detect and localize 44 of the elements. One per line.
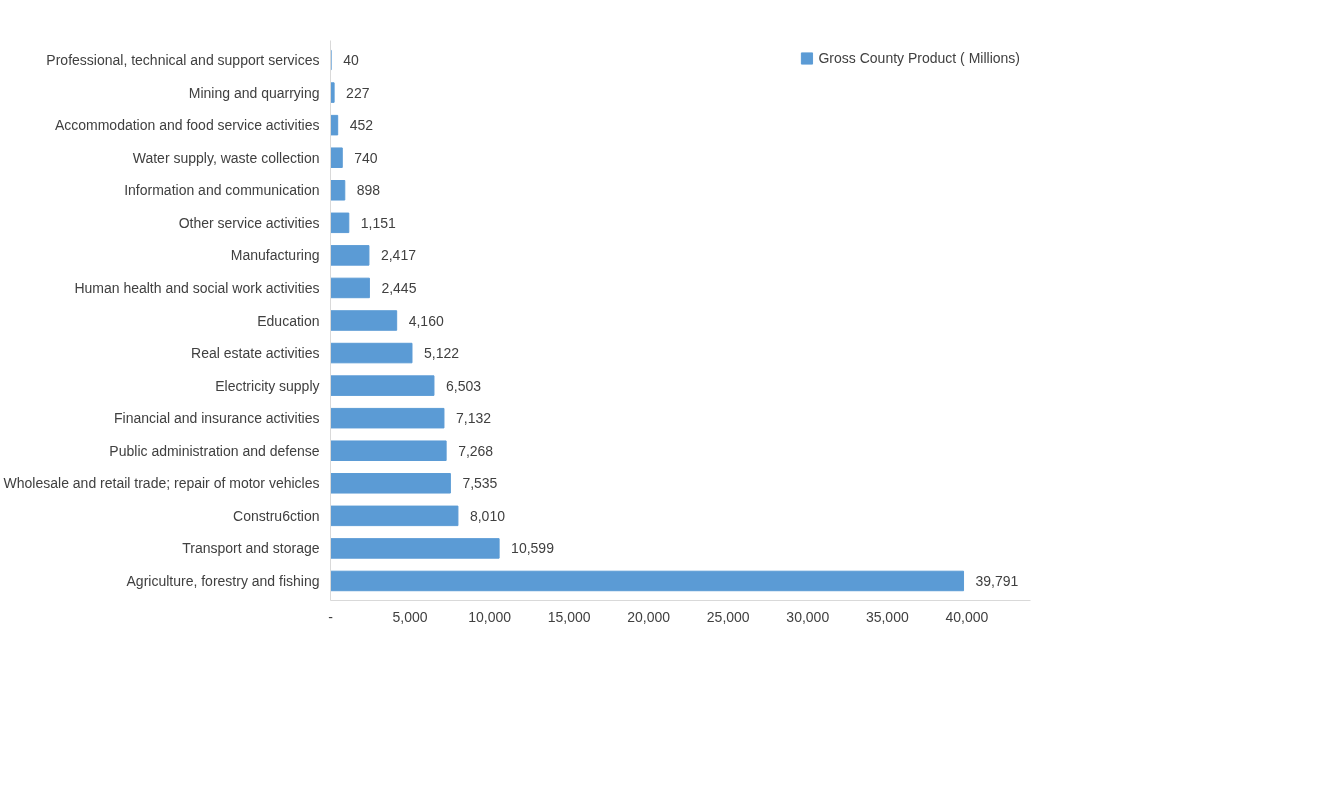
x-tick-label: 30,000 <box>786 608 830 625</box>
y-tick-label: Information and communication <box>124 182 320 199</box>
y-tick-label: Real estate activities <box>191 345 320 362</box>
y-tick-label: Other service activities <box>178 214 320 231</box>
y-tick-label: Agriculture, forestry and fishing <box>126 572 320 589</box>
y-tick-label: Wholesale and retail trade; repair of motor vehicles <box>3 475 320 492</box>
y-tick-label: Transport and storage <box>182 540 320 557</box>
data-label: 39,791 <box>975 572 1019 589</box>
data-label: 40 <box>343 52 359 69</box>
x-tick-label: 5,000 <box>392 608 428 625</box>
data-label: 10,599 <box>511 540 555 557</box>
data-label: 1,151 <box>360 214 397 231</box>
y-tick-label: Manufacturing <box>230 247 320 264</box>
y-tick-label: Human health and social work activities <box>74 279 320 296</box>
data-label: 8,010 <box>469 507 506 524</box>
y-tick-label: Financial and insurance activities <box>114 410 320 427</box>
data-label: 4,160 <box>408 312 444 329</box>
data-label: 2,445 <box>381 279 417 296</box>
data-label: 7,132 <box>455 410 492 427</box>
y-tick-label: Accommodation and food service activities <box>54 117 320 134</box>
data-label: 5,122 <box>423 345 460 362</box>
legend-label: Gross County Product ( Millions) <box>818 50 1020 66</box>
data-label: 898 <box>356 182 381 199</box>
x-tick-label: - <box>328 608 334 625</box>
y-tick-label: Water supply, waste collection <box>132 149 320 166</box>
data-label: 6,503 <box>445 377 482 394</box>
y-tick-label: Electricity supply <box>215 377 320 394</box>
y-tick-label: Public administration and defense <box>109 442 320 459</box>
y-tick-label: Education <box>257 312 320 329</box>
x-tick-label: 15,000 <box>547 608 591 625</box>
y-tick-label: Mining and quarrying <box>188 84 320 101</box>
data-label: 2,417 <box>380 247 417 264</box>
y-tick-label: Professional, technical and support services <box>46 52 320 69</box>
x-tick-label: 20,000 <box>627 608 671 625</box>
x-tick-label: 40,000 <box>945 608 989 625</box>
x-tick-label: 25,000 <box>706 608 750 625</box>
data-label: 7,268 <box>458 442 494 459</box>
data-label: 7,535 <box>462 475 498 492</box>
x-tick-label: 35,000 <box>865 608 909 625</box>
y-tick-label: Constru6ction <box>233 507 320 524</box>
data-label: 452 <box>349 117 374 134</box>
x-tick-label: 10,000 <box>468 608 512 625</box>
data-label: 227 <box>346 84 370 101</box>
data-label: 740 <box>354 149 378 166</box>
